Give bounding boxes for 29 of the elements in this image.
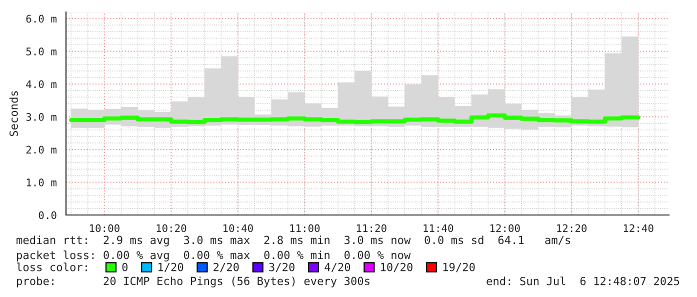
y-tick-label: 2.0 m xyxy=(26,146,56,154)
y-tick-label: 4.0 m xyxy=(26,80,56,88)
x-tick-label: 11:20 xyxy=(356,224,386,232)
x-tick-label: 12:40 xyxy=(624,224,654,232)
legend-label: 2/20 xyxy=(214,262,239,272)
legend-label: 3/20 xyxy=(269,262,294,272)
legend-label: 0 xyxy=(122,262,128,272)
x-tick-label: 12:00 xyxy=(490,224,520,232)
legend-label: 4/20 xyxy=(324,262,350,272)
text: end: Sun Jul 6 12:48:07 2025 xyxy=(486,276,680,286)
x-tick-label: 10:00 xyxy=(90,224,120,232)
x-tick-label: 11:40 xyxy=(424,224,454,232)
y-tick-label: 3.0 m xyxy=(26,113,56,121)
y-tick-label: 0.0 xyxy=(38,211,56,220)
text: probe: 20 ICMP Echo Pings (56 Bytes) every 300s xyxy=(17,276,370,288)
y-tick-label: 6.0 m xyxy=(26,14,56,23)
legend-label: 19/20 xyxy=(443,262,475,272)
x-tick-label: 10:20 xyxy=(156,224,186,232)
x-tick-label: 11:00 xyxy=(290,224,320,232)
legend-label: 1/20 xyxy=(158,262,184,272)
y-axis-title: Seconds xyxy=(9,91,18,136)
legend-label: 10/20 xyxy=(381,262,412,272)
text: median rtt: 2.9 ms avg 3.0 ms max 2.8 ms min 3.0 ms now 0.0 ms sd 64.1 am/s xyxy=(16,236,570,246)
y-tick-label: 5.0 m xyxy=(26,48,56,56)
y-tick-label: 1.0 m xyxy=(26,178,56,186)
legend-title: loss color: xyxy=(16,262,87,272)
x-tick-label: 12:20 xyxy=(557,224,587,232)
x-tick-label: 10:40 xyxy=(223,224,253,232)
text: packet loss: 0.00 % avg 0.00 % max 0.00 % min 0.00 % now xyxy=(17,250,411,262)
